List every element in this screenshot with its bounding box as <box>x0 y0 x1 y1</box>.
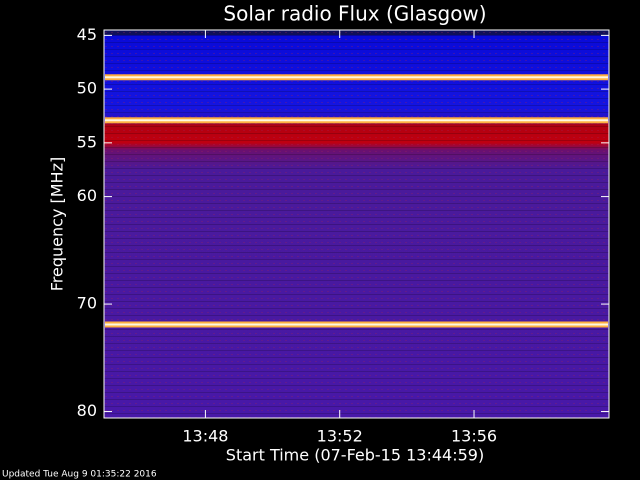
y-tick-label: 60 <box>77 186 97 205</box>
footer: Updated Tue Aug 9 01:35:22 2016 <box>2 470 157 480</box>
emission-line-core <box>105 119 608 122</box>
y-tick-label: 45 <box>77 25 97 44</box>
plot-frame <box>103 29 610 419</box>
x-tick-label: 13:56 <box>451 427 497 446</box>
emission-line-core <box>105 76 608 79</box>
y-axis-label: Frequency [MHz] <box>48 157 67 291</box>
spectrogram-texture <box>104 30 609 418</box>
chart-title: Solar radio Flux (Glasgow) <box>223 2 486 26</box>
y-tick-label: 70 <box>77 294 97 313</box>
y-tick-label: 55 <box>77 132 97 151</box>
y-tick-label: 50 <box>77 79 97 98</box>
x-axis-label: Start Time (07-Feb-15 13:44:59) <box>226 446 484 465</box>
emission-line-core <box>105 323 608 326</box>
x-tick-label: 13:48 <box>182 427 228 446</box>
x-tick-label: 13:52 <box>317 427 363 446</box>
y-tick-label: 80 <box>77 401 97 420</box>
